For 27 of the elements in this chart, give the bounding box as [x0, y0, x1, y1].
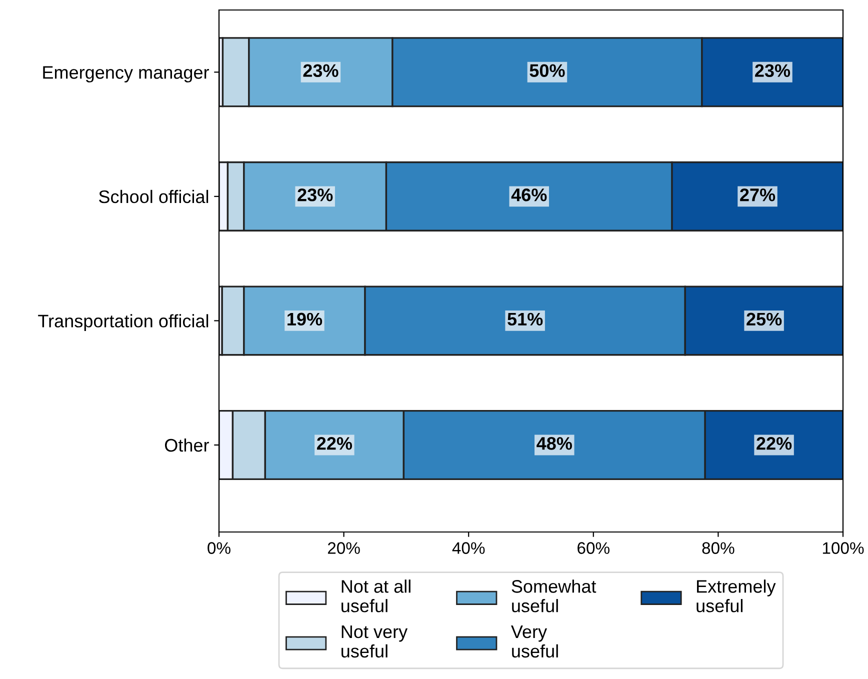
- legend-label: Not at all useful: [342, 580, 410, 612]
- data-label: 19%: [288, 312, 322, 326]
- data-label: 51%: [508, 312, 543, 326]
- data-label: 22%: [756, 437, 792, 450]
- y-tick-label: School official: [99, 190, 208, 204]
- y-tick-label: Transportation official: [38, 314, 208, 332]
- x-tick-label: 0%: [208, 542, 230, 554]
- legend-label: Somewhat useful: [512, 580, 596, 612]
- legend-label: Extremely useful: [696, 580, 776, 612]
- data-label: 23%: [755, 64, 790, 78]
- x-tick-label: 20%: [328, 542, 360, 554]
- x-tick-label: 100%: [822, 542, 864, 554]
- data-label: 23%: [303, 64, 338, 78]
- x-tick-label: 60%: [578, 542, 610, 554]
- data-label: 23%: [298, 188, 333, 202]
- y-tick-label: Emergency manager: [43, 66, 209, 82]
- x-tick-label: 40%: [452, 542, 485, 554]
- data-label: 50%: [530, 64, 565, 77]
- x-tick-label: 80%: [702, 542, 734, 554]
- data-label: 22%: [317, 437, 352, 450]
- data-label: 25%: [746, 312, 782, 326]
- data-label: 27%: [740, 188, 776, 202]
- legend-label: Not very useful: [342, 626, 408, 658]
- data-label: 46%: [511, 188, 547, 202]
- data-label: 48%: [536, 437, 572, 450]
- legend-label: Very useful: [511, 626, 558, 658]
- y-tick-label: Other: [164, 438, 209, 452]
